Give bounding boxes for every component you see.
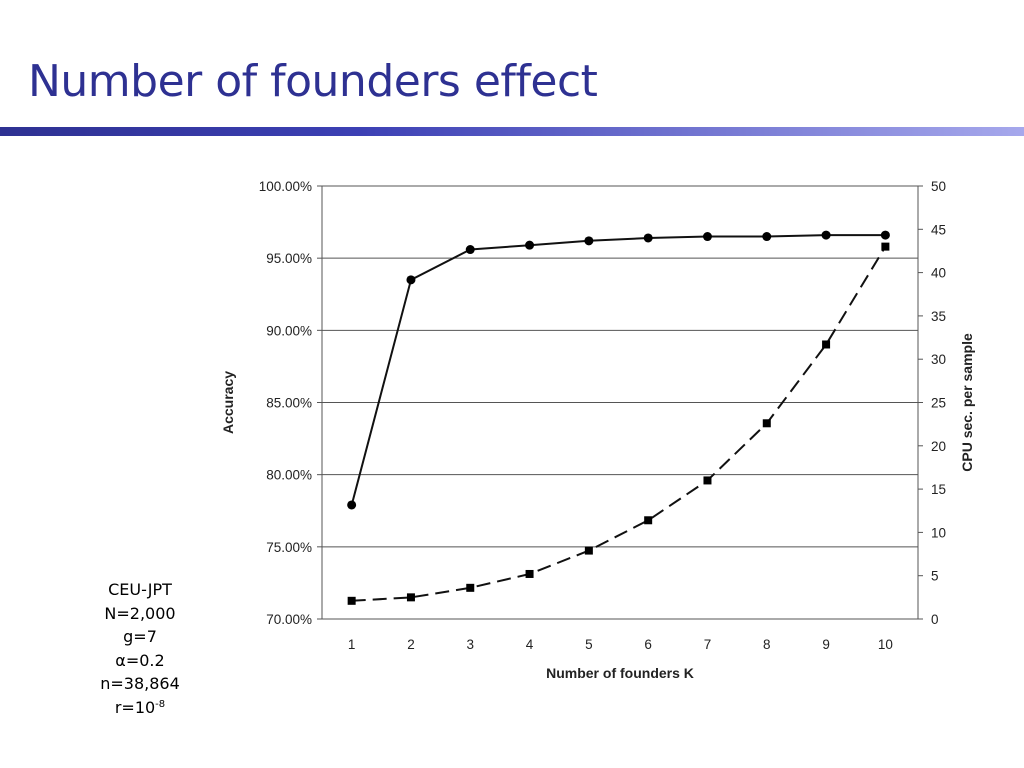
x-axis: 1 2 3 4 5 6 7 8 9 10 (348, 637, 893, 652)
left-tick-label: 90.00% (266, 323, 312, 338)
right-tick-label: 25 (931, 396, 946, 411)
left-tick-label: 85.00% (266, 396, 312, 411)
alpha-symbol: α (115, 650, 126, 670)
x-tick-label: 1 (348, 637, 356, 652)
data-point-circle (347, 500, 357, 510)
left-tick-label: 70.00% (266, 612, 312, 627)
right-axis-title: CPU sec. per sample (959, 333, 975, 472)
alpha-label: α=0.2 (80, 649, 200, 673)
x-tick-label: 5 (585, 637, 593, 652)
data-point-circle (465, 245, 475, 255)
data-point-square (406, 593, 415, 602)
data-point-square (525, 569, 534, 578)
right-tick-label: 35 (931, 309, 946, 324)
left-tick-label: 95.00% (266, 251, 312, 266)
population-label: CEU-JPT (108, 580, 172, 599)
markers-label: n=38,864 (100, 674, 180, 693)
right-tick-label: 50 (931, 179, 946, 194)
right-tick-label: 15 (931, 482, 946, 497)
right-tick-label: 5 (931, 569, 939, 584)
data-point-square (822, 340, 831, 349)
left-tick-label: 75.00% (266, 540, 312, 555)
left-tick-label: 80.00% (266, 468, 312, 483)
generations-label: g=7 (123, 627, 157, 646)
x-tick-label: 6 (644, 637, 652, 652)
data-point-square (584, 546, 593, 555)
right-tick-label: 30 (931, 352, 946, 367)
data-point-circle (702, 232, 712, 242)
data-point-square (703, 476, 712, 485)
data-point-circle (821, 230, 831, 240)
series-line-1 (350, 234, 886, 506)
alpha-value: =0.2 (125, 650, 165, 670)
data-point-square (644, 516, 653, 525)
data-point-circle (643, 233, 653, 243)
sample-size-label: N=2,000 (104, 603, 176, 623)
data-point-square (762, 419, 771, 428)
recombination-label: r=10-8 (80, 696, 200, 720)
title-rule (0, 127, 1024, 136)
x-tick-label: 9 (822, 637, 830, 652)
left-tick-label: 100.00% (259, 179, 312, 194)
recombination-exponent: -8 (155, 698, 166, 710)
gridlines (322, 185, 918, 620)
x-tick-label: 10 (878, 637, 893, 652)
right-tick-label: 40 (931, 266, 946, 281)
data-point-circle (584, 236, 594, 246)
x-axis-title: Number of founders K (546, 665, 694, 681)
left-axis: 70.00% 75.00% 80.00% 85.00% 90.00% 95.00% 100.… (259, 179, 322, 627)
data-point-circle (880, 230, 890, 240)
x-tick-label: 2 (407, 637, 415, 652)
data-point-square (466, 583, 475, 592)
data-point-circle (406, 275, 416, 285)
right-tick-label: 0 (931, 612, 939, 627)
left-axis-title: Accuracy (220, 371, 236, 434)
data-point-square (347, 596, 356, 605)
right-tick-label: 45 (931, 222, 946, 237)
right-tick-label: 10 (931, 525, 946, 540)
data-point-square (881, 242, 890, 251)
right-tick-label: 20 (931, 439, 946, 454)
series-line-2 (351, 246, 887, 602)
series-layer (347, 230, 890, 605)
right-axis: 0 5 10 15 20 25 30 35 40 45 50 (918, 179, 946, 627)
slide-title: Number of founders effect (28, 56, 598, 107)
x-tick-label: 7 (704, 637, 712, 652)
x-tick-label: 3 (467, 637, 475, 652)
x-tick-label: 4 (526, 637, 534, 652)
parameter-box: CEU-JPT N=2,000 g=7 α=0.2 n=38,864 r=10-… (80, 578, 200, 719)
x-tick-label: 8 (763, 637, 771, 652)
recombination-base: r=10 (114, 697, 156, 717)
data-point-circle (525, 240, 535, 250)
data-point-circle (762, 232, 772, 242)
